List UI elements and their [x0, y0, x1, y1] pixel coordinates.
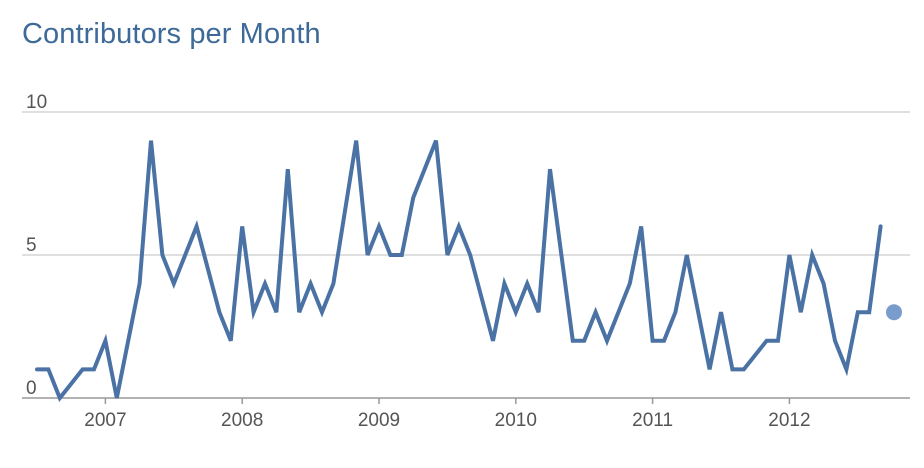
data-point-2010-03[interactable]: [534, 307, 544, 317]
data-point-2009-10[interactable]: [477, 293, 487, 303]
y-axis-ticks: 0 5 10: [26, 92, 47, 399]
data-points: [32, 136, 886, 403]
data-point-2012-07[interactable]: [853, 307, 863, 317]
data-point-2008-09[interactable]: [328, 279, 338, 289]
data-point-2011-06[interactable]: [705, 364, 715, 374]
data-point-2006-08[interactable]: [43, 364, 53, 374]
data-point-2008-02[interactable]: [249, 307, 259, 317]
data-point-2012-09[interactable]: [876, 221, 886, 231]
data-point-2009-04[interactable]: [408, 193, 418, 203]
data-point-2010-07[interactable]: [579, 336, 589, 346]
data-point-2007-10[interactable]: [203, 264, 213, 274]
data-point-2011-12[interactable]: [773, 336, 783, 346]
data-point-2006-09[interactable]: [55, 393, 65, 403]
y-tick-label: 0: [26, 378, 37, 399]
data-point-2006-12[interactable]: [89, 364, 99, 374]
data-point-2010-02[interactable]: [522, 279, 532, 289]
data-point-2008-05[interactable]: [283, 164, 293, 174]
gridlines: [22, 111, 910, 399]
data-point-2012-01[interactable]: [784, 250, 794, 260]
data-point-2009-06[interactable]: [431, 136, 441, 146]
data-point-2012-05[interactable]: [830, 336, 840, 346]
data-point-2011-02[interactable]: [659, 336, 669, 346]
data-point-2012-04[interactable]: [819, 279, 829, 289]
data-point-2010-05[interactable]: [556, 250, 566, 260]
data-point-2009-05[interactable]: [420, 164, 430, 174]
data-point-2010-06[interactable]: [568, 336, 578, 346]
chart-title: Contributors per Month: [22, 18, 321, 50]
data-point-2011-01[interactable]: [648, 336, 658, 346]
data-point-2009-03[interactable]: [397, 250, 407, 260]
data-point-2011-05[interactable]: [693, 307, 703, 317]
data-point-2008-08[interactable]: [317, 307, 327, 317]
y-tick-label: 10: [26, 92, 47, 113]
data-point-2007-01[interactable]: [100, 336, 110, 346]
data-point-2009-09[interactable]: [465, 250, 475, 260]
data-point-2012-06[interactable]: [841, 364, 851, 374]
y-tick-label: 5: [26, 235, 37, 256]
data-point-2012-02[interactable]: [796, 307, 806, 317]
data-point-2007-07[interactable]: [169, 279, 179, 289]
data-point-2007-12[interactable]: [226, 336, 236, 346]
data-point-2010-08[interactable]: [591, 307, 601, 317]
data-point-2007-04[interactable]: [135, 279, 145, 289]
data-point-2006-07[interactable]: [32, 364, 42, 374]
data-point-2006-10[interactable]: [66, 379, 76, 389]
partial-month-point[interactable]: [886, 304, 902, 321]
data-point-2008-10[interactable]: [340, 207, 350, 217]
x-tick-label: 2012: [768, 410, 810, 431]
data-point-2011-11[interactable]: [762, 336, 772, 346]
x-tick-label: 2010: [495, 410, 537, 431]
x-tick-label: 2007: [84, 410, 126, 431]
x-tick-label: 2009: [358, 410, 400, 431]
data-point-2010-11[interactable]: [625, 279, 635, 289]
data-point-2011-10[interactable]: [750, 350, 760, 360]
data-point-2010-04[interactable]: [545, 164, 555, 174]
x-axis-ticks: 2007 2008 2009 2010 2011 2012: [84, 398, 811, 431]
data-point-2010-10[interactable]: [613, 307, 623, 317]
data-point-2007-11[interactable]: [214, 307, 224, 317]
data-point-2009-11[interactable]: [488, 336, 498, 346]
data-point-2008-06[interactable]: [294, 307, 304, 317]
data-point-2006-11[interactable]: [78, 364, 88, 374]
data-point-2011-09[interactable]: [739, 364, 749, 374]
data-point-2011-04[interactable]: [682, 250, 692, 260]
data-point-2009-01[interactable]: [374, 221, 384, 231]
data-point-2012-03[interactable]: [807, 250, 817, 260]
data-point-2009-02[interactable]: [385, 250, 395, 260]
data-point-2007-03[interactable]: [123, 336, 133, 346]
data-point-2009-08[interactable]: [454, 221, 464, 231]
data-point-2007-05[interactable]: [146, 136, 156, 146]
x-tick-label: 2011: [632, 410, 673, 431]
data-point-2009-07[interactable]: [442, 250, 452, 260]
data-point-2009-12[interactable]: [499, 279, 509, 289]
data-point-2008-03[interactable]: [260, 279, 270, 289]
series-line: [35, 139, 883, 402]
data-point-2008-11[interactable]: [351, 136, 361, 146]
data-point-2007-09[interactable]: [192, 221, 202, 231]
data-point-2007-08[interactable]: [180, 250, 190, 260]
data-point-2012-08[interactable]: [864, 307, 874, 317]
data-point-2010-01[interactable]: [511, 307, 521, 317]
data-point-2011-07[interactable]: [716, 307, 726, 317]
data-point-2008-12[interactable]: [363, 250, 373, 260]
x-tick-label: 2008: [221, 410, 263, 431]
data-point-2011-08[interactable]: [727, 364, 737, 374]
data-point-2008-04[interactable]: [271, 307, 281, 317]
data-point-2011-03[interactable]: [670, 307, 680, 317]
data-point-2010-12[interactable]: [636, 221, 646, 231]
data-point-2007-02[interactable]: [112, 393, 122, 403]
data-point-2010-09[interactable]: [602, 336, 612, 346]
data-point-2008-01[interactable]: [237, 221, 247, 231]
data-point-2007-06[interactable]: [157, 250, 167, 260]
data-point-2008-07[interactable]: [306, 279, 316, 289]
